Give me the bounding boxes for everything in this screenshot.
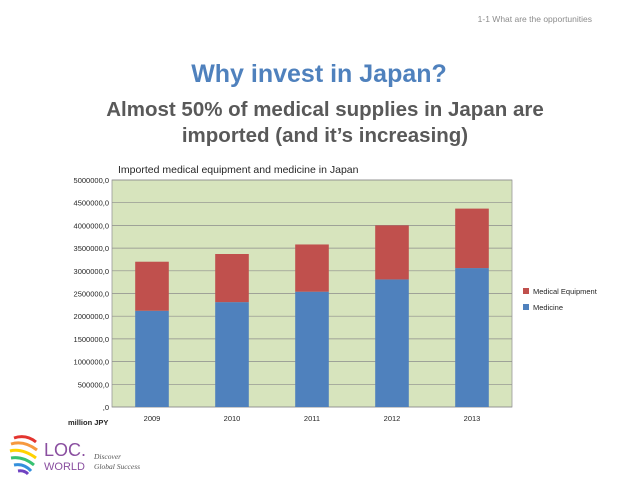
bar-medical-equipment — [455, 208, 489, 269]
logo-swirl-icon — [9, 435, 38, 476]
y-tick-label: 4500000,0 — [74, 199, 109, 208]
bar-medicine — [375, 279, 409, 407]
section-tag: 1-1 What are the opportunities — [477, 14, 592, 24]
y-tick-label: 3000000,0 — [74, 267, 109, 276]
bar-medicine — [135, 310, 169, 407]
y-tick-label: 1500000,0 — [74, 335, 109, 344]
logo-tagline-2: Global Success — [94, 462, 140, 471]
x-tick-label: 2013 — [464, 414, 481, 423]
y-tick-label: 4000000,0 — [74, 221, 109, 230]
x-tick-label: 2011 — [304, 414, 320, 423]
bar-medical-equipment — [295, 244, 329, 292]
subtitle-line-2: imported (and it’s increasing) — [181, 124, 469, 147]
y-tick-label: 5000000,0 — [74, 176, 109, 185]
x-tick-label: 2012 — [384, 414, 401, 423]
y-tick-label: 1000000,0 — [74, 358, 109, 367]
x-tick-label: 2009 — [144, 414, 161, 423]
bar-medical-equipment — [135, 261, 169, 311]
y-tick-label: ,0 — [103, 403, 109, 412]
y-tick-label: 2000000,0 — [74, 312, 109, 321]
legend-swatch — [523, 288, 529, 294]
y-tick-label: 2500000,0 — [74, 290, 109, 299]
bar-medical-equipment — [215, 254, 249, 303]
bar-medicine — [455, 268, 489, 407]
bar-medicine — [295, 291, 329, 407]
y-axis-label: million JPY — [68, 418, 108, 427]
logo-graphic: LOC. WORLD Discover Global Success — [9, 435, 140, 476]
logo-tagline-1: Discover — [93, 452, 121, 461]
chart-title: Imported medical equipment and medicine … — [118, 164, 359, 176]
logo-brand-text-2: WORLD — [44, 461, 85, 473]
subtitle-line-1: Almost 50% of medical supplies in Japan … — [106, 98, 544, 121]
loc-world-logo: LOC. WORLD Discover Global Success — [6, 432, 156, 476]
legend-label: Medicine — [533, 303, 563, 312]
y-tick-label: 3500000,0 — [74, 244, 109, 253]
legend-label: Medical Equipment — [533, 287, 598, 296]
bar-medicine — [215, 302, 249, 407]
slide-title: Why invest in Japan? — [191, 60, 447, 88]
bar-medical-equipment — [375, 225, 409, 280]
y-tick-label: 500000,0 — [78, 380, 109, 389]
logo-brand-text: LOC. — [44, 440, 86, 460]
legend-swatch — [523, 304, 529, 310]
slide-subtitle: Almost 50% of medical supplies in Japan … — [60, 97, 590, 149]
x-tick-label: 2010 — [224, 414, 241, 423]
